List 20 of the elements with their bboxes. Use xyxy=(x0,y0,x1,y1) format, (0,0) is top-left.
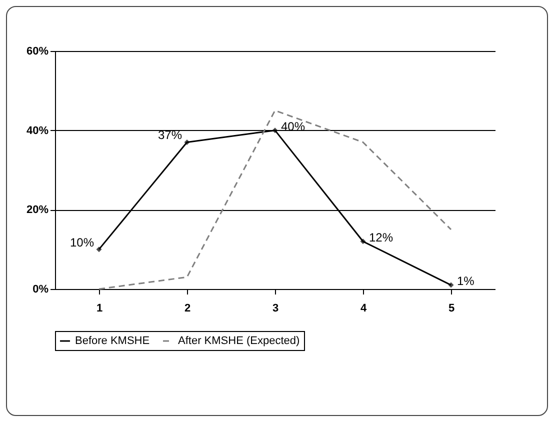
x-tick-label: 4 xyxy=(360,302,368,314)
point xyxy=(272,128,278,134)
legend-label: Before KMSHE xyxy=(75,335,150,347)
x-tick-label: 3 xyxy=(272,302,279,314)
data-label: 37% xyxy=(158,128,182,142)
point xyxy=(448,282,454,288)
legend-label: After KMSHE (Expected) xyxy=(178,335,300,347)
x-tick-label: 2 xyxy=(184,302,191,314)
y-tick-label: 0% xyxy=(32,284,49,296)
x-tick-label: 1 xyxy=(96,302,103,314)
point xyxy=(184,139,190,145)
data-label: 12% xyxy=(369,230,394,244)
point xyxy=(360,238,366,244)
y-tick-label: 60% xyxy=(26,46,49,58)
x-tick-label: 5 xyxy=(448,302,455,314)
y-tick-label: 20% xyxy=(26,204,49,216)
y-tick-label: 40% xyxy=(26,124,49,137)
data-label: 10% xyxy=(70,235,94,250)
point xyxy=(96,246,102,252)
data-label: 1% xyxy=(457,274,475,288)
